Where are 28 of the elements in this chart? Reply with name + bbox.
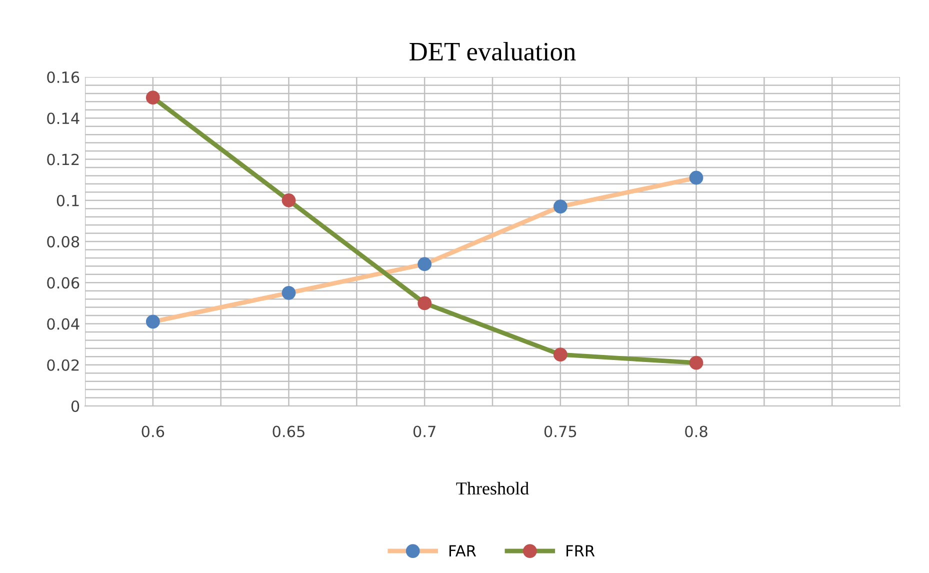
point xyxy=(689,170,704,185)
y-tick-label: 0.06 xyxy=(47,277,80,289)
chart-title: DET evaluation xyxy=(410,42,576,61)
point xyxy=(553,200,568,214)
point xyxy=(689,356,704,370)
legend-label: FAR xyxy=(449,545,476,556)
point xyxy=(418,257,432,272)
x-tick-label: 0.65 xyxy=(272,426,304,438)
y-tick-label: 0.08 xyxy=(47,236,80,248)
y-tick-label: 0 xyxy=(71,400,80,412)
x-tick-label: 0.7 xyxy=(413,426,436,438)
y-tick-label: 0.16 xyxy=(47,71,80,84)
point xyxy=(282,286,296,300)
y-tick-label: 0.1 xyxy=(56,194,79,206)
y-tick-label: 0.14 xyxy=(47,112,80,124)
x-axis-title: Threshold xyxy=(456,482,529,495)
point xyxy=(146,90,160,105)
point xyxy=(553,348,568,362)
point xyxy=(418,296,432,310)
point xyxy=(282,193,296,208)
y-tick-label: 0.02 xyxy=(47,359,79,371)
y-tick-label: 0.12 xyxy=(47,154,79,166)
legend-label: FRR xyxy=(566,545,595,556)
point xyxy=(146,314,160,329)
x-tick-label: 0.8 xyxy=(685,426,708,438)
x-tick-label: 0.75 xyxy=(544,426,576,438)
x-tick-label: 0.6 xyxy=(142,426,164,438)
y-tick-label: 0.04 xyxy=(47,318,80,330)
